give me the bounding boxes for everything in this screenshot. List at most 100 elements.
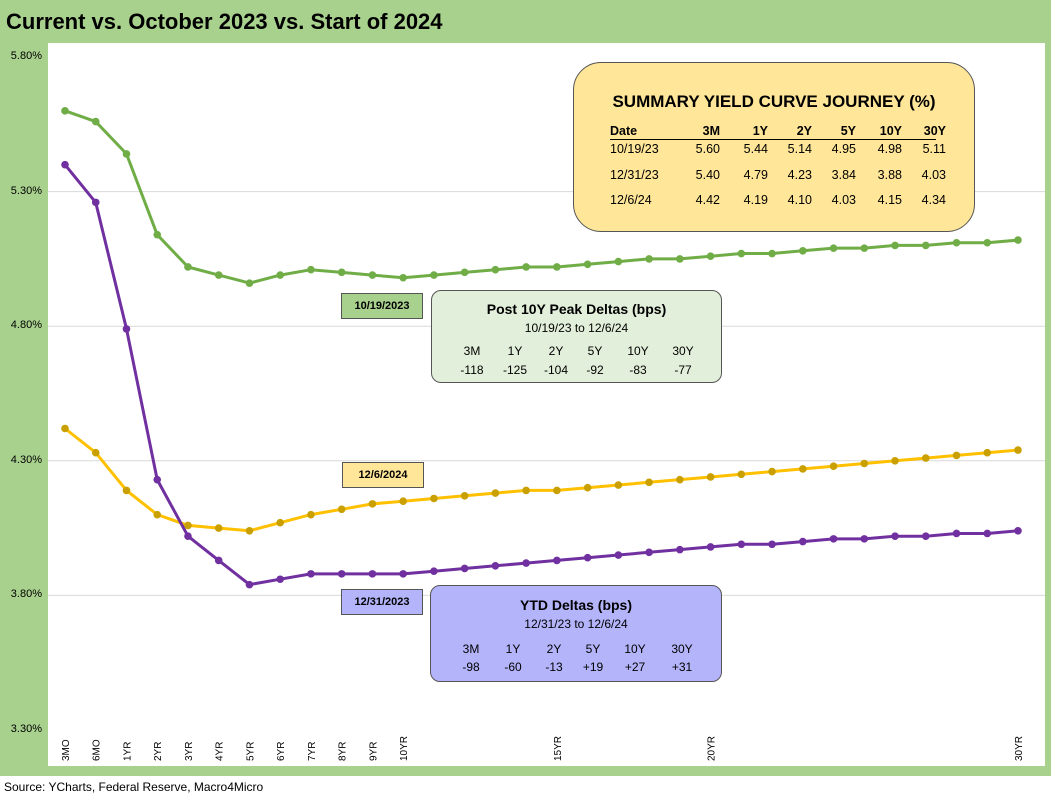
data-point xyxy=(860,244,869,252)
data-point xyxy=(61,424,69,433)
data-point xyxy=(430,567,438,575)
source-note: Source: YCharts, Federal Reserve, Macro4… xyxy=(4,780,264,794)
series-label-dec-2023: 12/31/2023 xyxy=(341,589,423,615)
summary-header: 5Y xyxy=(840,124,856,138)
x-tick-label: 8YR xyxy=(338,742,349,761)
data-point xyxy=(153,475,162,484)
data-point xyxy=(829,462,838,470)
data-point xyxy=(368,271,377,279)
x-tick-label: 15YR xyxy=(553,736,564,761)
y-tick-label: 4.30% xyxy=(10,453,42,466)
data-point xyxy=(276,518,284,527)
summary-value: 4.95 xyxy=(831,142,856,156)
summary-yield-table: SUMMARY YIELD CURVE JOURNEY (%) Date 3M 1Y… xyxy=(573,62,975,232)
data-point xyxy=(368,570,377,578)
delta-header: 2Y xyxy=(548,344,564,358)
data-point xyxy=(491,489,500,497)
data-point xyxy=(307,265,315,274)
data-point xyxy=(799,247,807,255)
summary-value: 5.44 xyxy=(743,142,768,156)
data-point xyxy=(921,454,930,462)
data-point xyxy=(399,273,407,282)
x-tick-label: 4YR xyxy=(215,742,226,761)
summary-title: SUMMARY YIELD CURVE JOURNEY (%) xyxy=(612,92,936,111)
data-point xyxy=(952,451,961,460)
data-point xyxy=(829,244,838,252)
summary-value: 4.23 xyxy=(787,168,812,182)
summary-header: 3M xyxy=(702,124,720,138)
data-point xyxy=(860,459,869,468)
summary-value: 5.60 xyxy=(695,142,720,156)
data-point xyxy=(706,252,715,261)
data-point xyxy=(522,263,530,271)
data-point xyxy=(368,500,377,508)
delta-header: 5Y xyxy=(585,642,601,656)
data-point xyxy=(645,478,653,487)
data-point xyxy=(460,491,469,500)
data-point xyxy=(583,260,592,269)
delta-header: 30Y xyxy=(672,344,694,358)
series-label-oct-2023: 10/19/2023 xyxy=(341,293,423,319)
delta-value: -98 xyxy=(462,660,480,674)
x-tick-label: 3YR xyxy=(184,742,195,761)
chart-title: Current vs. October 2023 vs. Start of 20… xyxy=(6,9,443,34)
data-point xyxy=(952,238,961,247)
data-point xyxy=(614,551,623,559)
data-point xyxy=(91,448,100,457)
data-point xyxy=(337,268,346,277)
data-point xyxy=(1014,446,1022,454)
data-point xyxy=(1014,236,1022,244)
data-point xyxy=(737,470,746,479)
delta-value: -125 xyxy=(502,363,528,377)
summary-value: 4.42 xyxy=(695,193,720,207)
data-point xyxy=(399,570,407,578)
data-point xyxy=(153,510,162,519)
data-point xyxy=(460,268,469,277)
data-point xyxy=(799,465,807,473)
data-point xyxy=(768,467,776,476)
summary-value: 3.84 xyxy=(831,168,856,182)
ytd-deltas-box: YTD Deltas (bps) 12/31/23 to 12/6/24 3M 1… xyxy=(430,585,722,682)
data-point xyxy=(214,556,223,565)
data-point xyxy=(214,271,223,279)
summary-date: 10/19/23 xyxy=(610,142,659,156)
data-point xyxy=(583,553,592,562)
summary-header: Date xyxy=(610,124,638,138)
data-point xyxy=(276,575,284,584)
data-point xyxy=(645,255,653,263)
summary-date: 12/6/24 xyxy=(610,193,652,207)
delta-header: 10Y xyxy=(624,642,646,656)
y-tick-label: 3.80% xyxy=(10,588,42,601)
data-point xyxy=(214,524,223,532)
summary-value: 4.19 xyxy=(743,193,768,207)
data-point xyxy=(61,107,69,115)
peak-deltas-box: Post 10Y Peak Deltas (bps) 10/19/23 to 1… xyxy=(431,290,722,383)
y-tick-label: 3.30% xyxy=(10,723,42,735)
summary-date: 12/31/23 xyxy=(610,168,659,182)
data-point xyxy=(768,249,776,258)
data-point xyxy=(706,543,715,551)
data-point xyxy=(307,570,315,578)
data-point xyxy=(676,255,684,263)
series-line-0 xyxy=(64,109,1019,285)
data-point xyxy=(553,556,561,565)
data-point xyxy=(860,535,869,543)
delta-value: -60 xyxy=(504,660,522,674)
x-tick-label: 20YR xyxy=(707,736,718,761)
data-point xyxy=(553,263,561,271)
ytd-deltas-subtitle: 12/31/23 to 12/6/24 xyxy=(524,617,628,631)
ytd-deltas-title: YTD Deltas (bps) xyxy=(519,597,632,613)
x-tick-label: 7YR xyxy=(307,742,318,761)
data-point xyxy=(983,238,992,247)
series-line-1 xyxy=(64,427,1019,533)
data-point xyxy=(891,241,899,250)
summary-value: 4.03 xyxy=(921,168,946,182)
data-point xyxy=(430,494,438,503)
data-point xyxy=(491,561,500,570)
delta-value: +19 xyxy=(582,660,604,674)
data-point xyxy=(307,510,315,519)
data-point xyxy=(983,448,992,457)
series-line-2 xyxy=(63,163,1019,587)
delta-header: 1Y xyxy=(505,642,521,656)
data-point xyxy=(645,548,653,557)
